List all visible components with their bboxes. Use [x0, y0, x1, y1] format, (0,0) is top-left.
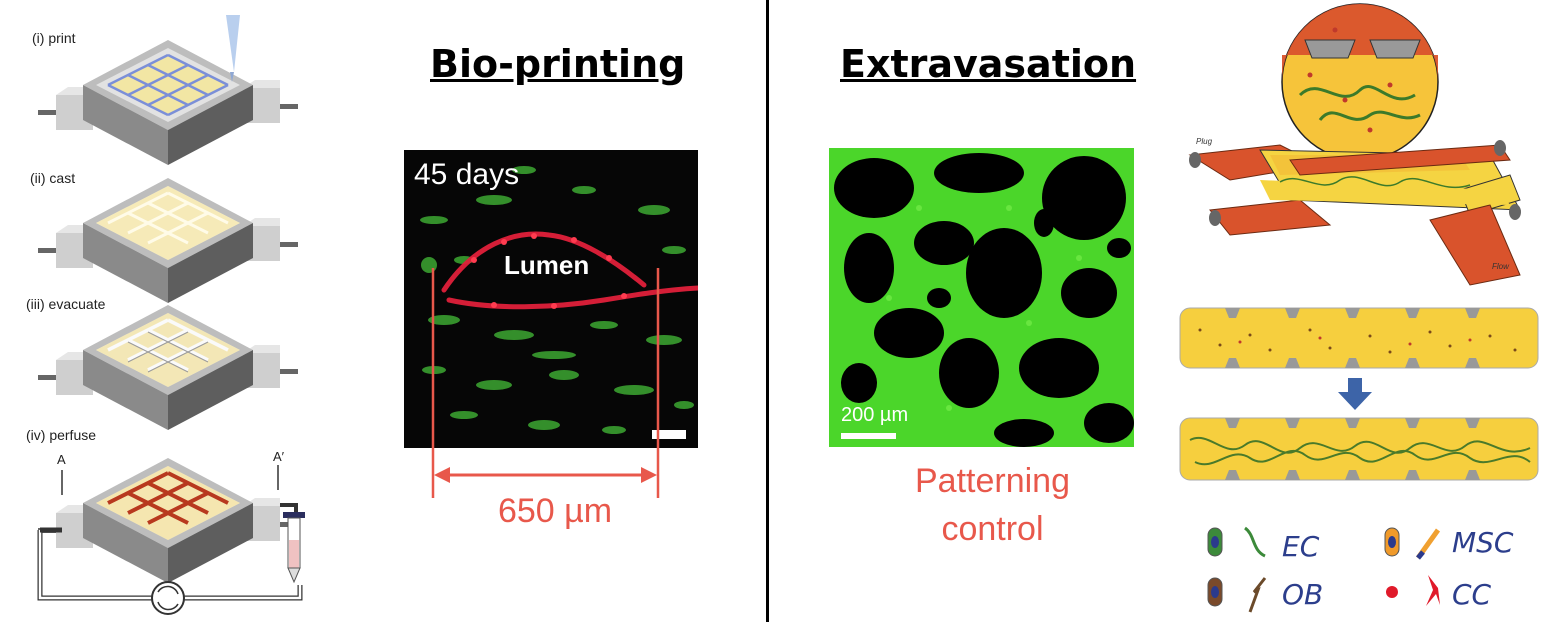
lumen-label: Lumen — [504, 250, 590, 280]
section-mark-a-prime: A′ — [273, 449, 285, 464]
plug-label: Plug — [1196, 137, 1213, 146]
section-mark-a: A — [57, 452, 66, 467]
step-label-evacuate: (iii) evacuate — [26, 296, 106, 312]
extravasation-micrograph: 200 µm — [829, 148, 1134, 447]
patterning-caption-line1: Patterning — [915, 462, 1070, 500]
chip-cast — [38, 178, 298, 303]
scale-bar-label: 200 µm — [841, 404, 909, 426]
bioprinting-title: Bio-printing — [430, 42, 686, 86]
legend-cc: CC — [1452, 578, 1492, 611]
flow-label: Flow — [1492, 262, 1509, 271]
step-label-print: (i) print — [32, 30, 76, 46]
legend-icons — [1207, 526, 1441, 613]
legend-ec: EC — [1282, 530, 1320, 563]
chip-perfuse — [38, 458, 298, 583]
microfluidic-device-illustration — [1179, 3, 1539, 613]
micrograph-time-label: 45 days — [414, 158, 520, 191]
legend-ob: OB — [1282, 578, 1324, 611]
extravasation-title: Extravasation — [840, 42, 1137, 86]
patterning-caption-line2: control — [941, 510, 1044, 548]
step-label-cast: (ii) cast — [30, 170, 76, 186]
bioprinting-micrograph: 45 days Lumen — [404, 150, 698, 448]
measurement-arrow — [431, 268, 660, 498]
micrograph-cells — [420, 166, 698, 439]
measurement-label: 650 µm — [497, 492, 613, 530]
vessel-network — [829, 148, 1134, 447]
chip-evacuate — [38, 305, 298, 430]
vertical-divider — [766, 0, 769, 622]
step-label-perfuse: (iv) perfuse — [26, 427, 97, 443]
chip-print — [38, 15, 298, 165]
fabrication-illustration — [37, 15, 305, 615]
legend-msc: MSC — [1452, 526, 1514, 559]
